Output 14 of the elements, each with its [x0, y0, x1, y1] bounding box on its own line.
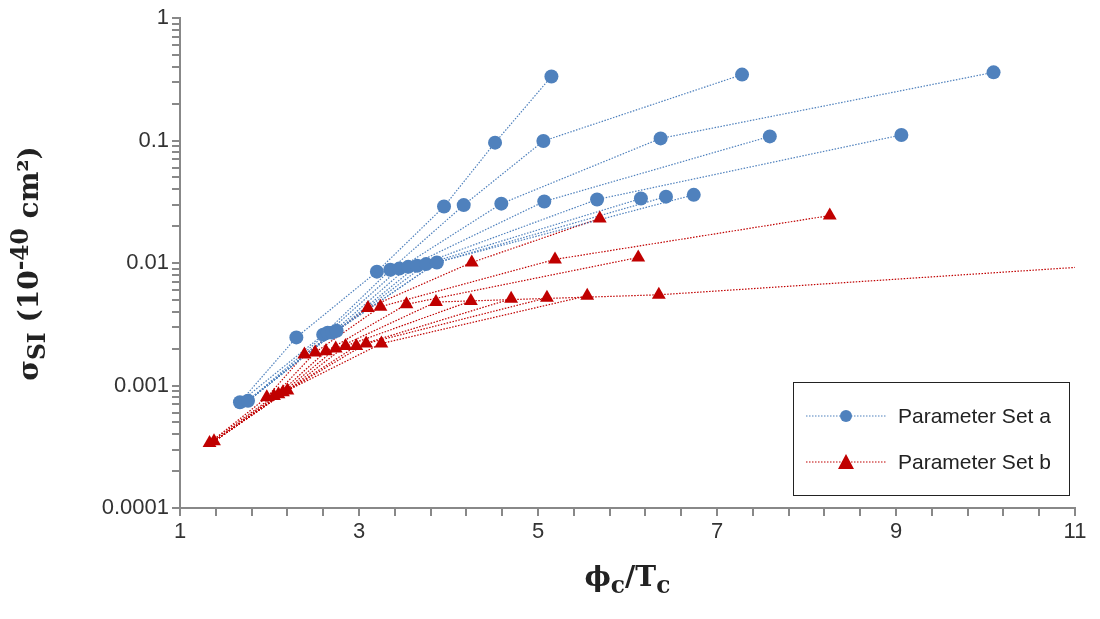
x-tick-label: 7 [710, 518, 724, 544]
y-tick-label: 0.01 [126, 249, 169, 275]
y-tick-label: 0.0001 [101, 494, 169, 520]
x-tick-label: 1 [173, 518, 187, 544]
y-tick-label: 0.001 [113, 371, 169, 397]
legend-label: Parameter Set a [898, 404, 1051, 428]
x-tick-label: 11 [1063, 518, 1087, 544]
legend-label: Parameter Set b [898, 450, 1051, 474]
x-axis-title: ϕ$_{c}$/T$_{c}$ [584, 560, 671, 599]
x-tick-label: 3 [352, 518, 366, 544]
x-tick-label: 9 [889, 518, 903, 544]
x-tick-label: 5 [531, 518, 545, 544]
y-tick-label: 1 [156, 4, 169, 30]
y-tick-label: 0.1 [138, 126, 169, 152]
